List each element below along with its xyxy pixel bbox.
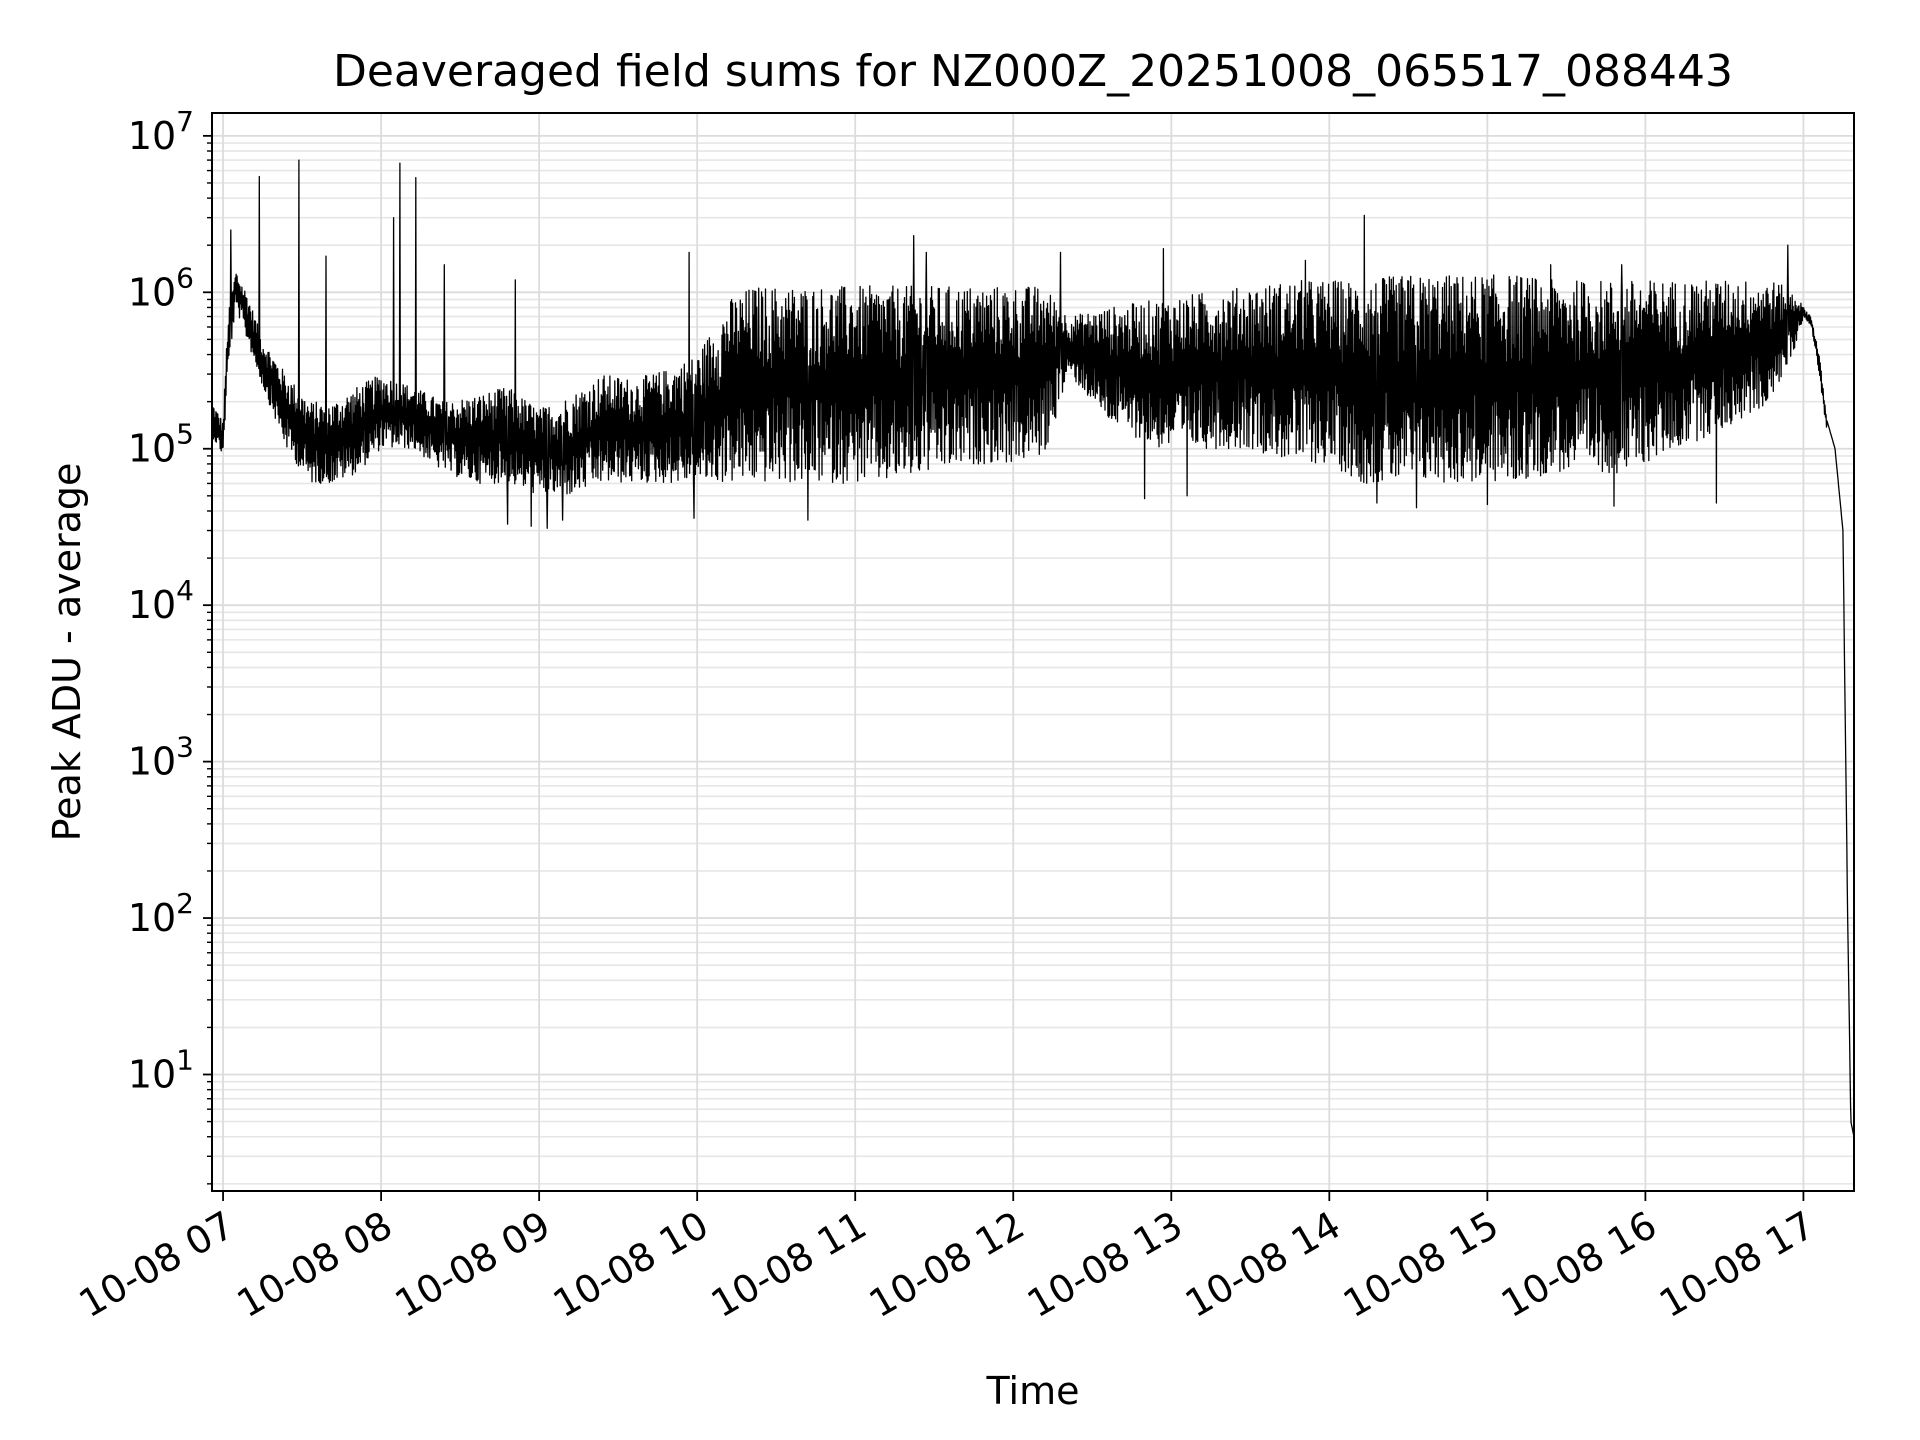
y-tick-label: 103	[128, 731, 194, 784]
y-axis: 101 102 103 104 105 106 107	[128, 105, 212, 1185]
plot-area	[212, 159, 1854, 1137]
chart-title: Deaveraged field sums for NZ000Z_2025100…	[333, 46, 1733, 97]
series-line	[212, 159, 1854, 1137]
y-tick-label: 106	[128, 261, 194, 314]
y-tick-label: 107	[128, 105, 194, 158]
major-gridlines	[212, 113, 1854, 1191]
x-axis-label: Time	[986, 1369, 1080, 1413]
y-tick-label: 104	[128, 574, 194, 627]
y-axis-label: Peak ADU - average	[45, 463, 89, 842]
y-tick-label: 102	[128, 887, 194, 940]
y-tick-label: 101	[128, 1043, 194, 1096]
y-tick-label: 105	[128, 418, 194, 471]
